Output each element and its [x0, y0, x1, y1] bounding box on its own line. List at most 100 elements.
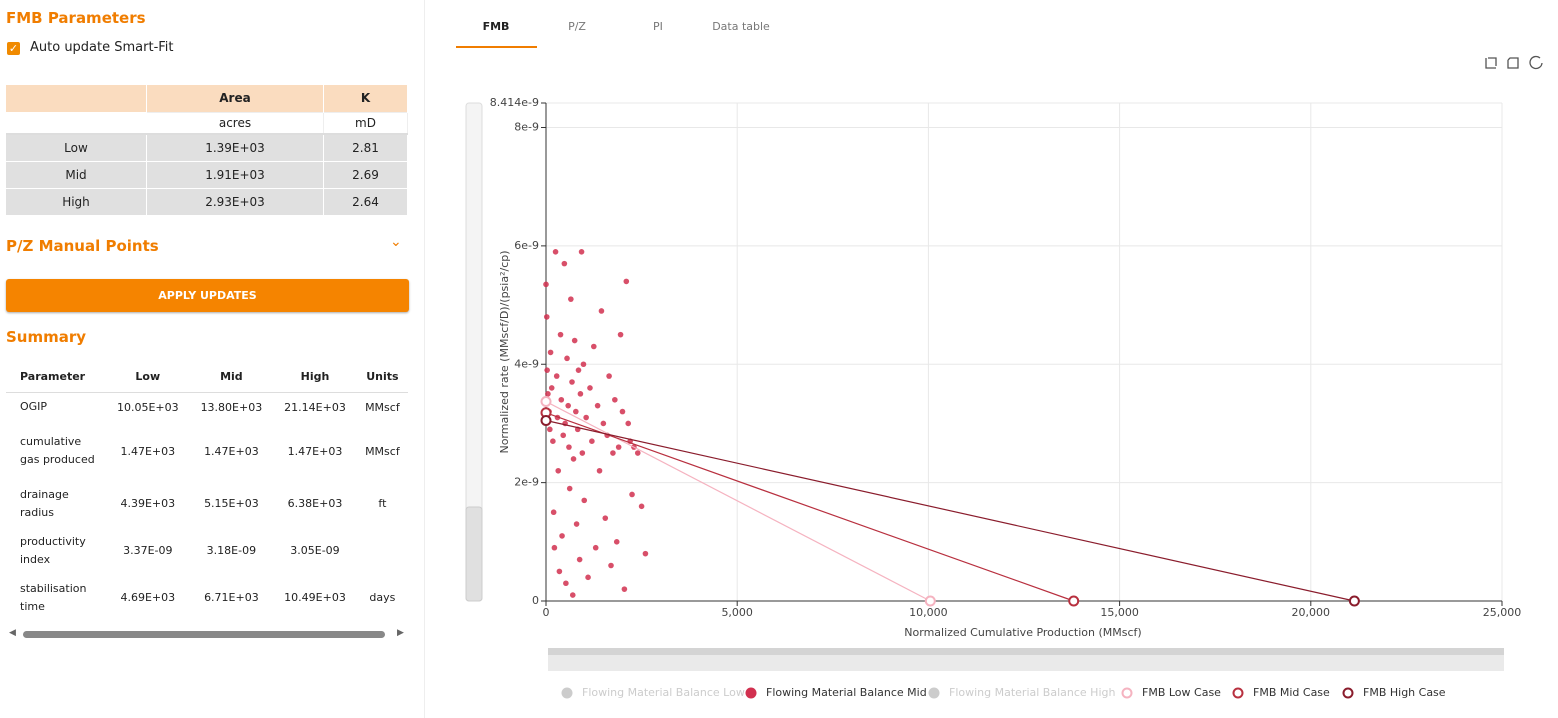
line-marker	[1068, 595, 1080, 607]
scroll-right[interactable]: ▶	[397, 628, 404, 638]
legend-marker[interactable]	[1232, 687, 1244, 699]
point	[569, 379, 575, 385]
checkbox-label[interactable]: Auto update Smart-Fit	[30, 40, 174, 55]
cell: 21.14E+03	[284, 400, 346, 414]
y-axis-title: Normalized rate (MMscf/D)/(psia²/cp)	[498, 250, 511, 453]
tab[interactable]: Data table	[712, 20, 770, 33]
legend-label[interactable]: FMB Mid Case	[1253, 686, 1330, 699]
legend-marker[interactable]	[745, 687, 757, 699]
point	[585, 574, 591, 581]
row: cumulative gas produced 1.47E+03 1.47E+03 1…	[6, 422, 408, 480]
point	[613, 539, 620, 545]
x-tick-label: 0	[543, 606, 550, 619]
cell: 10.49E+03	[284, 591, 346, 604]
cell: productivity index	[20, 534, 86, 566]
v-slider-handle[interactable]	[465, 506, 483, 602]
tab[interactable]: PI	[653, 20, 663, 33]
x-tick-label: 25,000	[1483, 606, 1522, 619]
row: drainage radius 4.39E+03 5.15E+03 6.38E+03 f…	[6, 480, 408, 527]
point	[559, 533, 565, 539]
x-tick-label: 10,000	[909, 606, 948, 619]
point	[578, 248, 585, 255]
point	[560, 432, 567, 439]
cell: 4.39E+03	[120, 497, 176, 510]
legend-marker[interactable]	[928, 687, 940, 699]
cell	[6, 112, 147, 134]
x-tick-label: 15,000	[1100, 606, 1139, 619]
point	[576, 556, 583, 563]
cell	[357, 527, 408, 574]
cell: Low	[6, 134, 147, 161]
scroll-left[interactable]: ◀	[9, 628, 16, 638]
column-header: Low	[135, 370, 161, 384]
point	[564, 355, 570, 362]
point	[569, 592, 576, 598]
row: Low 1.39E+03 2.81	[6, 134, 408, 161]
scrollbar[interactable]	[23, 631, 385, 638]
cell: ft	[378, 497, 387, 510]
point	[606, 373, 612, 379]
point	[583, 414, 589, 421]
cell: Mid	[6, 161, 147, 188]
point	[544, 367, 550, 373]
cell	[6, 85, 147, 112]
row: Mid 1.91E+03 2.69	[6, 161, 408, 188]
cell: 1.91E+03	[146, 161, 324, 188]
cell: 4.69E+03	[120, 591, 176, 604]
legend-label[interactable]: Flowing Material Balance Mid	[766, 686, 927, 699]
point	[568, 296, 574, 302]
h-slider-band	[548, 648, 1504, 655]
cell: 3.37E-09	[123, 544, 173, 557]
row: productivity index 3.37E-09 3.18E-09 3.05E-…	[6, 527, 408, 574]
line	[545, 412, 1074, 602]
chevron[interactable]: ⌄	[390, 234, 402, 250]
summary-table: Parameter Low Mid High Units OGIP 10.05E+03 13.…	[6, 362, 408, 621]
legend-label[interactable]: FMB High Case	[1363, 686, 1446, 699]
legend-label[interactable]: Flowing Material Balance High	[949, 686, 1115, 699]
point	[642, 550, 649, 557]
cell: OGIP	[20, 400, 48, 414]
point	[573, 521, 580, 527]
point	[547, 349, 554, 356]
point	[558, 396, 565, 403]
chart: Normalized rate (MMscf/D)/(psia²/cp) Nor…	[456, 20, 1543, 699]
legend-label[interactable]: Flowing Material Balance Low	[582, 686, 745, 699]
toolbar[interactable]	[1485, 55, 1543, 70]
cell: stabilisation time	[20, 581, 87, 613]
point	[579, 450, 586, 456]
point	[565, 402, 571, 409]
tab[interactable]: FMB	[483, 20, 510, 33]
cell: days	[369, 591, 396, 604]
row: stabilisation time 4.69E+03 6.71E+03 10.49E…	[6, 574, 408, 621]
legend-marker[interactable]	[1342, 687, 1354, 699]
point	[566, 444, 572, 450]
point	[570, 456, 577, 462]
point	[543, 281, 549, 288]
section-title[interactable]: P/Z Manual Points	[6, 237, 159, 255]
point	[596, 467, 603, 474]
apply-button[interactable]: APPLY UPDATES	[6, 279, 409, 312]
legend-marker[interactable]	[561, 687, 573, 699]
cell: 2.81	[323, 134, 408, 161]
legend-marker[interactable]	[1121, 687, 1133, 699]
tab-underline	[456, 46, 537, 48]
point	[598, 308, 605, 314]
cell: 1.47E+03	[204, 444, 259, 458]
point	[594, 402, 601, 409]
point	[617, 331, 624, 338]
column-header: Area	[146, 85, 324, 112]
line-marker	[1348, 595, 1360, 607]
cell: drainage radius	[20, 487, 69, 519]
point	[621, 586, 628, 592]
y-tick-label: 4e-9	[514, 357, 539, 370]
point	[553, 373, 560, 379]
header-row: Area K	[6, 85, 408, 112]
point	[543, 314, 550, 320]
point	[563, 580, 569, 587]
point	[580, 361, 587, 368]
checkbox[interactable]: ✓	[7, 42, 20, 55]
cell: 1.39E+03	[146, 134, 324, 161]
tab[interactable]: P/Z	[568, 20, 586, 33]
legend-label[interactable]: FMB Low Case	[1142, 686, 1221, 699]
